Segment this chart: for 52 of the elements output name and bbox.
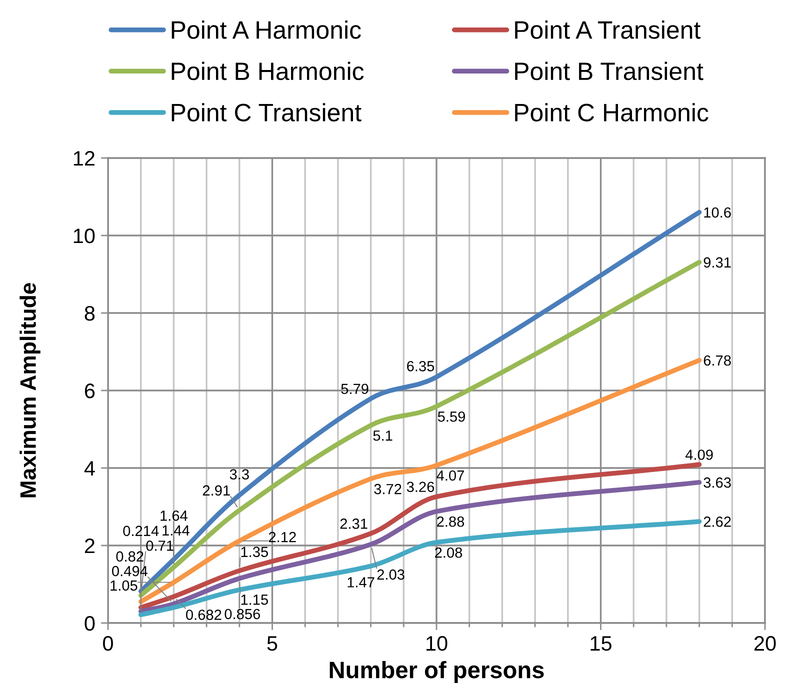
y-tick-label: 8 (84, 306, 95, 321)
data-label: 0.214 (123, 526, 159, 536)
y-tick-label: 4 (84, 461, 95, 476)
legend-label: Point A Transient (515, 20, 701, 39)
legend-label: Point A Harmonic (172, 20, 361, 39)
y-tick-label: 2 (84, 538, 94, 554)
data-label: 2.03 (377, 569, 404, 580)
y-tick-label: 6 (84, 384, 95, 398)
data-label: 9.31 (704, 257, 731, 268)
data-label: 4.09 (685, 450, 713, 460)
data-label: 1.05 (110, 580, 138, 591)
data-label: 5.59 (438, 411, 465, 422)
data-label: 3.63 (704, 477, 731, 488)
data-label: 2.62 (704, 516, 731, 527)
data-label: 2.31 (340, 518, 368, 529)
x-axis-title: Number of persons (330, 660, 544, 684)
data-label: 3.3 (230, 469, 249, 480)
data-label: 5.79 (341, 384, 368, 394)
x-tick-label: 20 (754, 636, 776, 651)
data-label: 3.72 (374, 484, 402, 494)
x-tick-label: 10 (426, 636, 448, 651)
y-tick-label: 12 (74, 151, 94, 166)
data-label: 6.35 (407, 361, 434, 372)
data-label: 2.91 (202, 485, 230, 496)
data-label: 2.08 (435, 547, 462, 558)
data-label: 5.1 (373, 430, 392, 441)
x-tick-label: 0 (103, 636, 113, 651)
data-label: 0.71 (146, 540, 174, 551)
legend-label: Point B Transient (515, 62, 704, 80)
data-label: 1.35 (241, 546, 268, 558)
data-label: 1.15 (241, 594, 268, 605)
data-label: 1.44 (162, 525, 190, 536)
data-label: 1.47 (348, 577, 374, 588)
legend-label: Point B Harmonic (172, 62, 364, 80)
data-label: 0.82 (116, 551, 144, 562)
data-label: 0.494 (112, 566, 148, 576)
legend-label: Point C Transient (172, 103, 362, 122)
data-label: 10.6 (704, 207, 731, 218)
x-tick-label: 15 (590, 636, 612, 651)
y-tick-label: 0 (84, 616, 95, 631)
y-axis-title: Maximum Amplitude (20, 283, 40, 498)
data-label: 6.78 (704, 355, 731, 366)
y-tick-label: 10 (74, 228, 95, 244)
data-label: 2.12 (268, 532, 296, 542)
data-label: 0.856 (224, 608, 260, 620)
data-label: 4.07 (436, 470, 464, 481)
data-label: 0.682 (186, 610, 222, 620)
legend-label: Point C Harmonic (515, 103, 708, 122)
data-label: 2.88 (437, 516, 464, 527)
data-label: 1.64 (160, 510, 188, 521)
x-tick-label: 5 (267, 636, 278, 651)
data-label: 3.26 (406, 482, 434, 492)
